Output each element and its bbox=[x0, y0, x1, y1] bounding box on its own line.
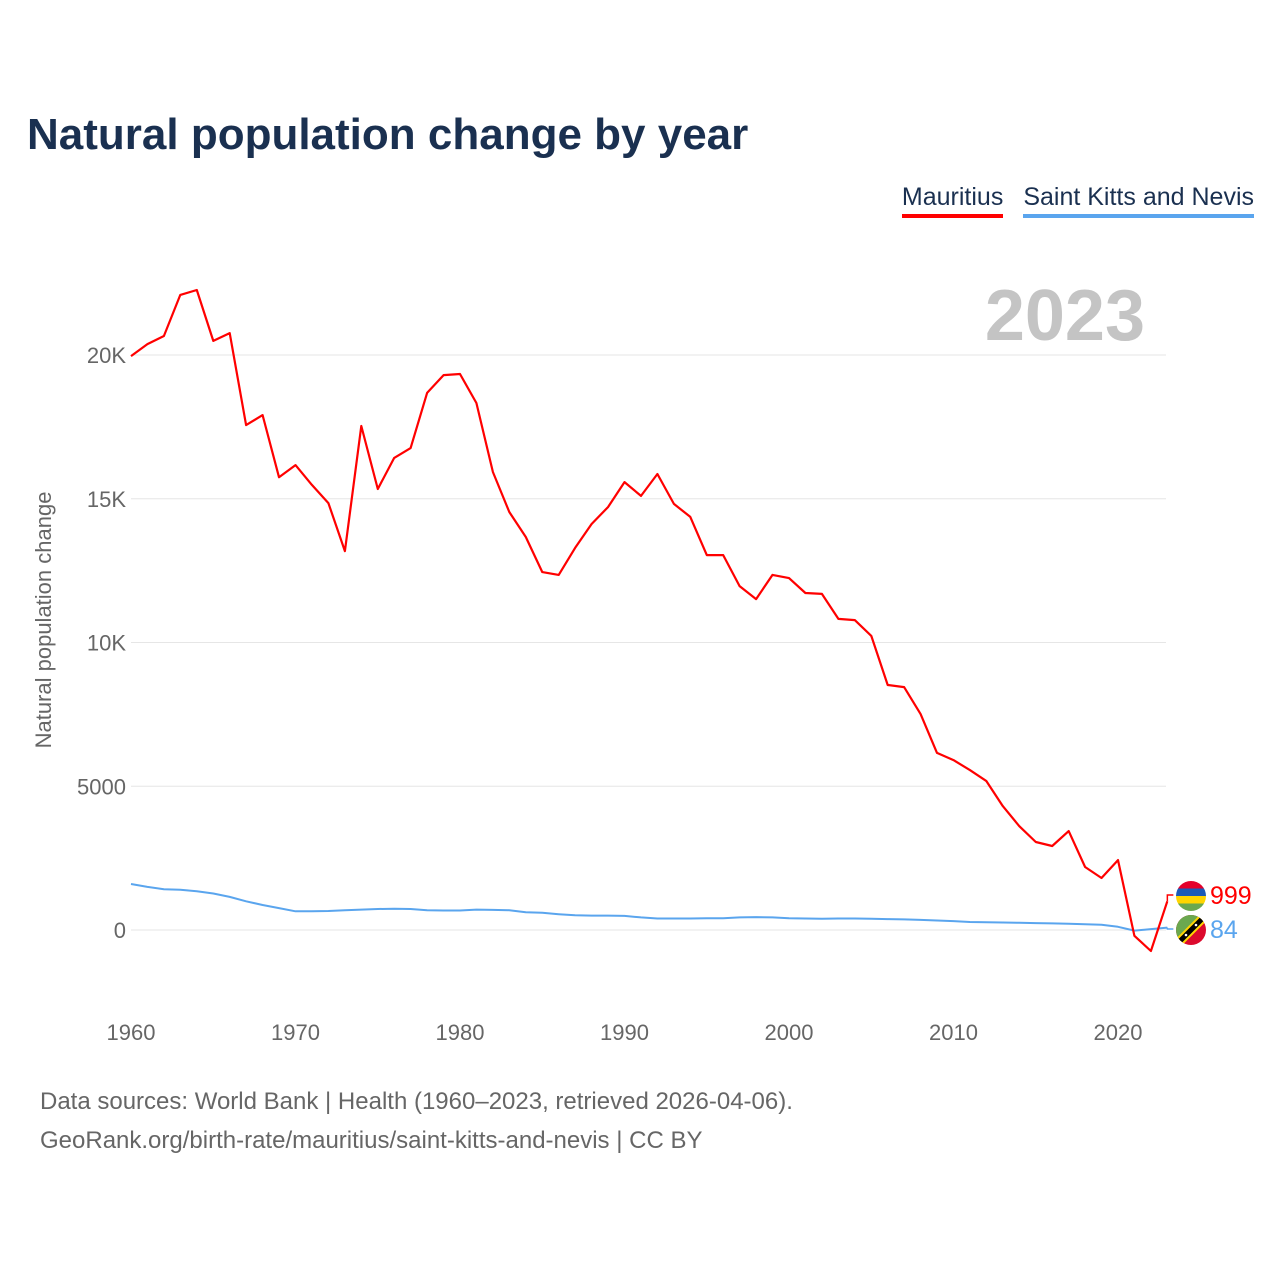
legend-item-mauritius[interactable]: Mauritius bbox=[901, 183, 1004, 218]
year-label: 2023 bbox=[985, 276, 1145, 356]
x-tick-label: 2010 bbox=[929, 1020, 978, 1045]
y-axis-label: Natural population change bbox=[31, 492, 56, 749]
x-tick-label: 2000 bbox=[765, 1020, 814, 1045]
y-tick-label: 0 bbox=[114, 918, 126, 943]
label-connector bbox=[1166, 927, 1174, 930]
saint-kitts-and-nevis-flag-icon bbox=[1176, 915, 1206, 945]
x-tick-label: 1960 bbox=[107, 1020, 156, 1045]
series-line-saint-kitts-and-nevis bbox=[130, 883, 1168, 932]
end-value-label: 999 bbox=[1210, 882, 1252, 910]
legend: Mauritius Saint Kitts and Nevis bbox=[901, 183, 1254, 218]
y-tick-label: 10K bbox=[87, 631, 126, 656]
mauritius-flag-icon bbox=[1176, 881, 1206, 911]
source-note: Data sources: World Bank | Health (1960–… bbox=[40, 1088, 793, 1115]
x-tick-label: 2020 bbox=[1094, 1020, 1143, 1045]
x-tick-label: 1970 bbox=[271, 1020, 320, 1045]
source-link[interactable]: GeoRank.org/birth-rate/mauritius/saint-k… bbox=[40, 1127, 703, 1154]
y-tick-label: 20K bbox=[87, 343, 126, 368]
chart-title: Natural population change by year bbox=[27, 110, 749, 159]
label-connector bbox=[1166, 894, 1174, 902]
y-tick-label: 5000 bbox=[77, 774, 126, 799]
series-line-mauritius bbox=[130, 288, 1169, 953]
end-value-label: 84 bbox=[1210, 916, 1238, 944]
y-tick-label: 15K bbox=[87, 487, 126, 512]
x-tick-label: 1990 bbox=[600, 1020, 649, 1045]
legend-item-saint-kitts-and-nevis[interactable]: Saint Kitts and Nevis bbox=[1023, 183, 1254, 218]
x-tick-label: 1980 bbox=[436, 1020, 485, 1045]
